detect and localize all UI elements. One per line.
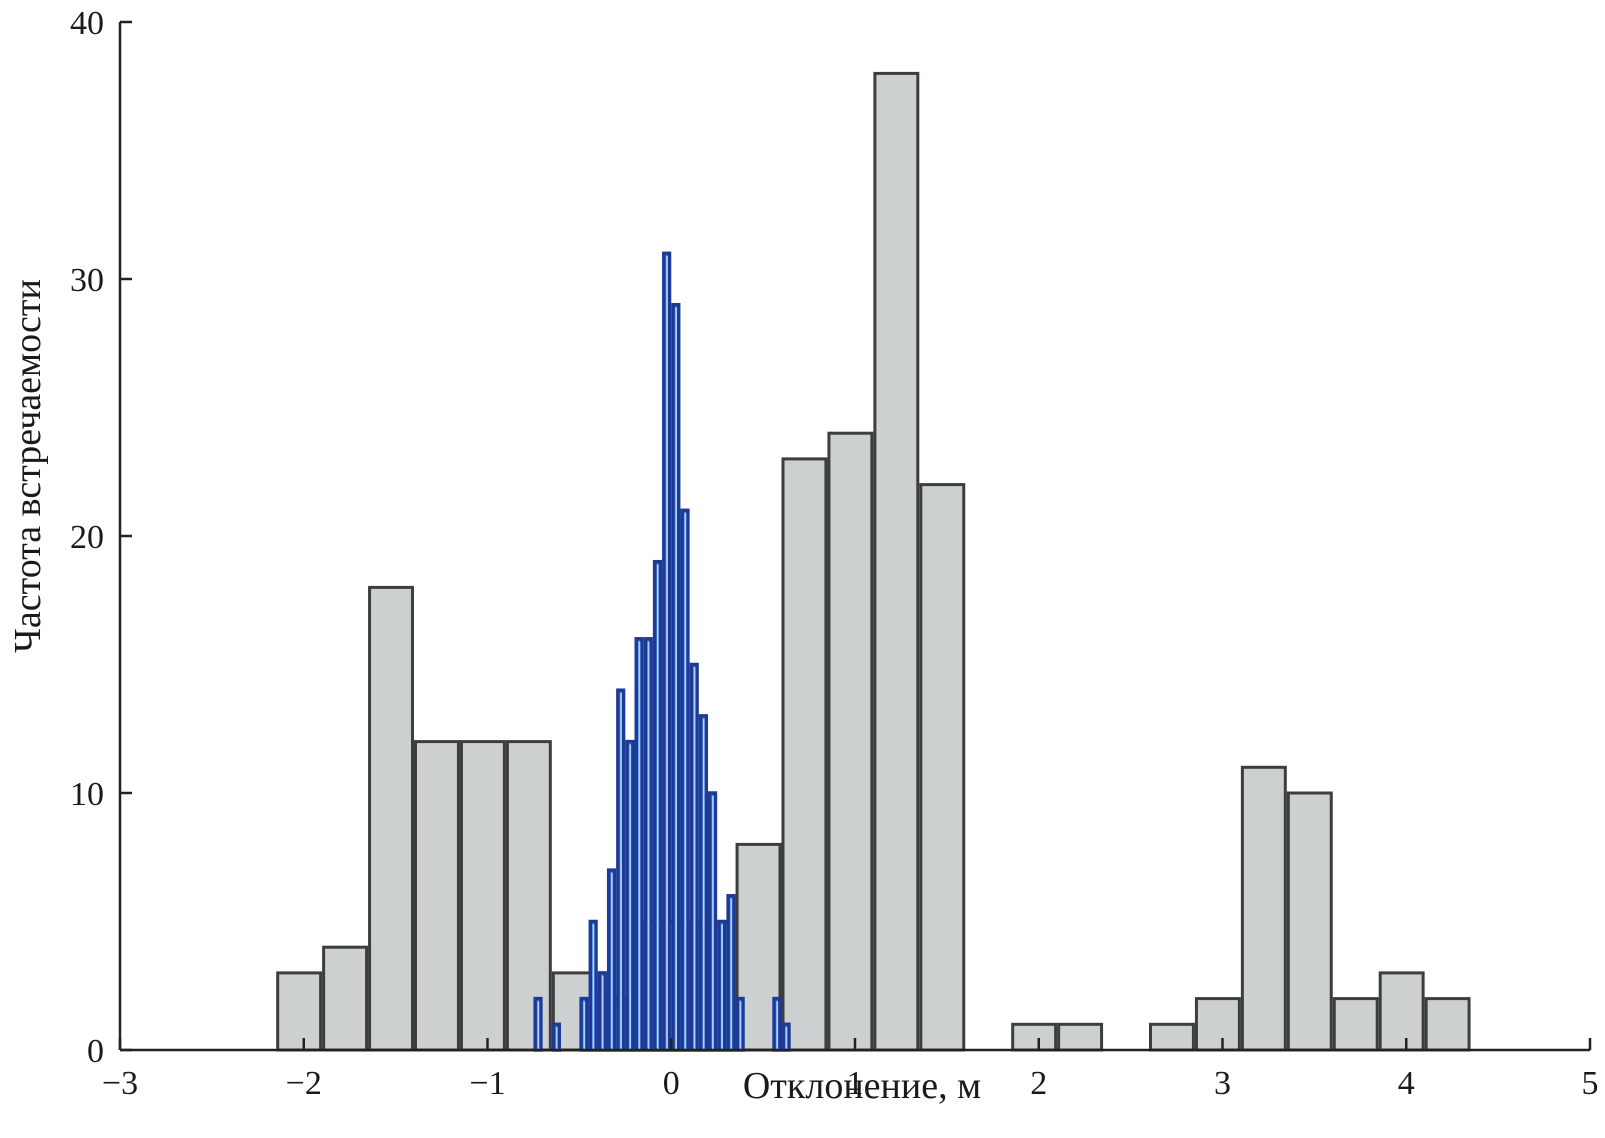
y-axis-label: Частота встречаемости xyxy=(7,279,49,653)
blue-bar-highlight xyxy=(537,1001,540,1050)
blue-bar-highlight xyxy=(730,898,733,1050)
blue-histogram-series xyxy=(533,251,791,1052)
x-tick-label: 3 xyxy=(1214,1065,1231,1102)
gray-histogram-series xyxy=(276,71,1471,1052)
blue-bar-highlight xyxy=(620,693,622,1050)
blue-bar-highlight xyxy=(666,256,668,1050)
x-tick-label: 0 xyxy=(663,1065,680,1102)
x-tick-label: 4 xyxy=(1398,1065,1415,1102)
y-tick-label: 40 xyxy=(70,5,104,42)
gray-bar xyxy=(1240,765,1287,1052)
x-tick-label: 5 xyxy=(1582,1065,1599,1102)
gray-bar xyxy=(827,431,874,1052)
blue-bar-highlight xyxy=(702,718,705,1050)
gray-bar xyxy=(1378,971,1425,1052)
x-tick-label: −1 xyxy=(469,1065,505,1102)
gray-bar xyxy=(414,740,460,1052)
gray-bar xyxy=(276,971,323,1052)
gray-bar xyxy=(873,71,920,1052)
blue-bar-highlight xyxy=(693,667,696,1050)
gray-bar xyxy=(781,457,828,1052)
y-tick-label: 10 xyxy=(70,776,104,813)
x-tick-label: 2 xyxy=(1030,1065,1047,1102)
gray-bar xyxy=(919,483,966,1052)
blue-bar-highlight xyxy=(647,641,650,1050)
x-tick-label: −3 xyxy=(102,1065,138,1102)
blue-bar-highlight xyxy=(601,975,604,1050)
gray-bar xyxy=(1332,997,1379,1052)
gray-bar xyxy=(368,585,414,1052)
blue-bar-highlight xyxy=(785,1027,788,1050)
blue-bar-highlight xyxy=(721,924,723,1050)
blue-bar-highlight xyxy=(592,924,595,1050)
x-tick-label: 1 xyxy=(847,1065,864,1102)
gray-bar xyxy=(459,740,506,1052)
blue-bar-highlight xyxy=(684,513,687,1050)
y-tick-label: 20 xyxy=(70,519,104,556)
blue-bar-highlight xyxy=(611,873,613,1050)
blue-bar-highlight xyxy=(675,307,678,1050)
gray-bar xyxy=(1194,997,1241,1052)
tick-labels: −3 −2 −1 0 1 2 3 4 5 0 10 20 30 40 xyxy=(70,5,1599,1102)
blue-bar-highlight xyxy=(739,1001,742,1050)
gray-bar xyxy=(1424,997,1471,1052)
x-tick-label: −2 xyxy=(286,1065,322,1102)
y-tick-label: 30 xyxy=(70,262,104,299)
blue-bar-highlight xyxy=(776,1001,779,1050)
x-axis-label: Отклонение, м xyxy=(743,1065,981,1107)
gray-bar xyxy=(1057,1022,1104,1052)
gray-bar xyxy=(1149,1022,1195,1052)
gray-bar xyxy=(505,740,552,1052)
axes xyxy=(118,20,1592,1052)
gray-bar xyxy=(1286,791,1333,1052)
y-tick-label: 0 xyxy=(87,1033,104,1070)
blue-bar-highlight xyxy=(629,744,632,1050)
blue-bar-highlight xyxy=(712,796,714,1050)
blue-bar-highlight xyxy=(657,564,659,1050)
blue-bar-highlight xyxy=(583,1001,586,1050)
blue-bar-highlight xyxy=(638,641,641,1050)
blue-bar-highlight xyxy=(555,1027,558,1050)
gray-bar xyxy=(1011,1022,1058,1052)
gray-bar xyxy=(322,945,369,1052)
